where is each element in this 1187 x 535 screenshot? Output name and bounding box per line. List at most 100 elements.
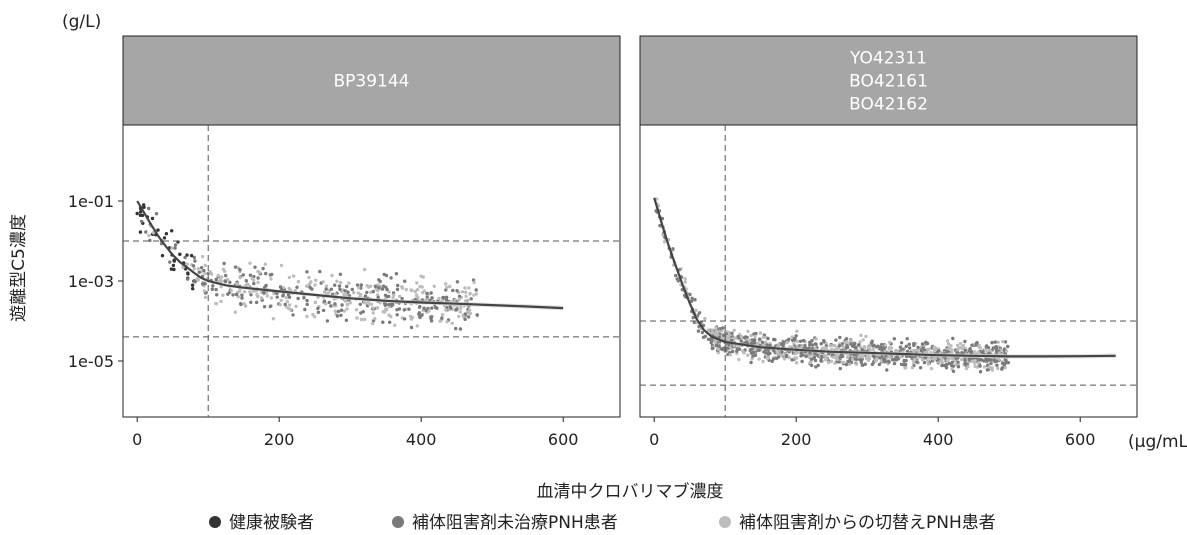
data-point bbox=[308, 285, 312, 290]
plot-area bbox=[122, 124, 621, 418]
data-point bbox=[951, 369, 956, 373]
data-point bbox=[468, 311, 473, 316]
data-point bbox=[316, 306, 320, 311]
data-point bbox=[996, 340, 1000, 344]
data-point bbox=[148, 238, 152, 243]
data-point bbox=[231, 293, 235, 297]
data-point bbox=[925, 358, 930, 363]
data-point bbox=[785, 340, 789, 345]
data-point bbox=[758, 331, 763, 335]
legend-label: 補体阻害剤からの切替えPNH患者 bbox=[739, 513, 996, 533]
data-point bbox=[729, 347, 733, 351]
data-point bbox=[249, 293, 253, 297]
data-point bbox=[860, 363, 865, 367]
data-point bbox=[352, 290, 356, 295]
data-point bbox=[318, 269, 322, 274]
data-point bbox=[438, 319, 442, 323]
data-point bbox=[978, 364, 982, 368]
data-point bbox=[400, 296, 404, 301]
data-point bbox=[404, 287, 408, 292]
data-point bbox=[444, 295, 448, 300]
data-point bbox=[185, 277, 190, 281]
data-point bbox=[1006, 344, 1010, 349]
data-point bbox=[287, 275, 292, 280]
data-point bbox=[970, 343, 974, 347]
y-tick-label: 1e-01 bbox=[68, 192, 114, 211]
data-point bbox=[400, 285, 404, 289]
data-point bbox=[722, 333, 726, 337]
data-point bbox=[388, 320, 392, 324]
data-point bbox=[383, 303, 387, 307]
data-point bbox=[376, 288, 380, 293]
data-point bbox=[219, 299, 223, 304]
data-point bbox=[377, 278, 381, 282]
data-point bbox=[956, 347, 960, 352]
data-point bbox=[813, 358, 818, 363]
data-point bbox=[895, 355, 899, 359]
data-point bbox=[326, 291, 331, 295]
data-point bbox=[809, 357, 814, 361]
data-point bbox=[751, 340, 755, 344]
data-point bbox=[793, 336, 797, 341]
data-point bbox=[848, 339, 852, 343]
data-point bbox=[261, 266, 265, 271]
data-point bbox=[147, 233, 151, 238]
data-point bbox=[257, 270, 261, 275]
data-point bbox=[946, 342, 951, 346]
data-point bbox=[963, 339, 967, 344]
legend-label: 補体阻害剤未治療PNH患者 bbox=[412, 513, 618, 533]
data-point bbox=[173, 243, 178, 247]
data-point bbox=[440, 313, 445, 317]
data-point bbox=[945, 363, 949, 367]
data-point bbox=[448, 284, 452, 289]
data-point bbox=[248, 273, 253, 277]
data-point bbox=[139, 219, 144, 224]
data-point bbox=[766, 336, 770, 341]
data-point bbox=[268, 304, 272, 309]
data-point bbox=[222, 261, 226, 266]
data-point bbox=[402, 308, 406, 312]
data-point bbox=[877, 362, 882, 367]
x-axis-title: 血清中クロバリマブ濃度 bbox=[537, 481, 724, 502]
data-point bbox=[402, 317, 407, 321]
data-point bbox=[996, 366, 1000, 371]
data-point bbox=[864, 334, 868, 339]
data-point bbox=[782, 357, 787, 361]
y-unit: (g/L) bbox=[62, 12, 101, 32]
data-point bbox=[224, 273, 228, 278]
data-point bbox=[287, 303, 292, 307]
data-point bbox=[950, 360, 954, 364]
data-point bbox=[875, 357, 879, 361]
data-point bbox=[342, 309, 347, 313]
data-point bbox=[814, 337, 818, 341]
data-point bbox=[948, 346, 952, 350]
data-point bbox=[862, 345, 867, 349]
data-point bbox=[762, 350, 766, 354]
data-point bbox=[728, 353, 732, 357]
data-point bbox=[781, 342, 786, 346]
data-point bbox=[350, 287, 354, 292]
data-point bbox=[1003, 340, 1008, 344]
data-point bbox=[373, 317, 377, 321]
data-point bbox=[795, 329, 799, 333]
data-point bbox=[730, 331, 734, 335]
data-point bbox=[242, 290, 247, 294]
data-point bbox=[756, 341, 760, 345]
data-point bbox=[787, 355, 791, 360]
data-point bbox=[972, 350, 977, 355]
data-point bbox=[690, 299, 694, 303]
data-point bbox=[955, 351, 959, 355]
data-point bbox=[214, 277, 218, 282]
data-point bbox=[976, 361, 981, 365]
data-point bbox=[464, 290, 468, 294]
data-point bbox=[739, 339, 743, 343]
data-point bbox=[233, 265, 238, 269]
data-point bbox=[190, 283, 195, 287]
data-point bbox=[812, 355, 816, 359]
data-point bbox=[846, 359, 850, 364]
data-point bbox=[676, 279, 680, 283]
panel-1: BP39144 0 200 400 600 1e-01 1e-03 1e-05 bbox=[68, 35, 621, 449]
data-point bbox=[384, 273, 389, 278]
data-point bbox=[355, 316, 359, 320]
